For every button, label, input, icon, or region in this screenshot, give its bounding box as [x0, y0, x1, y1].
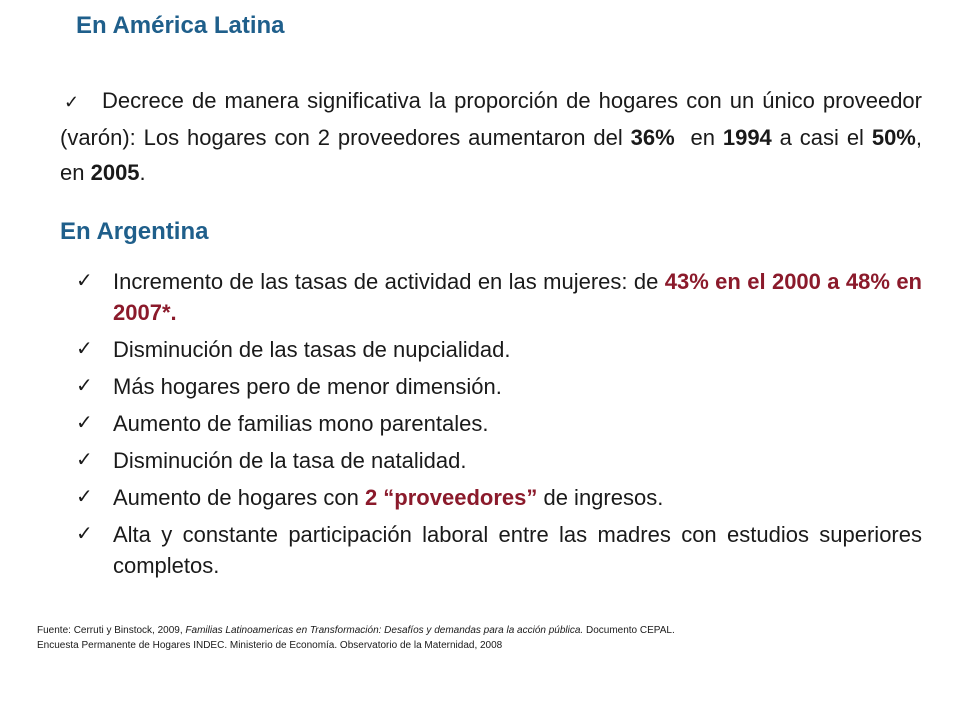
check-icon: ✓: [76, 486, 93, 508]
list-item-text: Aumento de hogares con: [113, 485, 365, 510]
source-suffix: Documento CEPAL.: [583, 625, 675, 636]
argentina-bullet-list: ✓ Incremento de las tasas de actividad en…: [76, 266, 922, 587]
list-item-text: Disminución de las tasas de nupcialidad.: [113, 337, 511, 362]
latam-text-3: a casi el: [771, 125, 872, 150]
list-item: ✓ Aumento de familias mono parentales.: [76, 408, 922, 439]
section-heading-argentina: En Argentina: [60, 218, 209, 245]
list-item-text: Alta y constante participación laboral e…: [113, 522, 922, 578]
list-item: ✓ Aumento de hogares con 2 “proveedores” …: [76, 482, 922, 513]
check-icon: ✓: [76, 270, 93, 292]
list-item: ✓ Incremento de las tasas de actividad en…: [76, 266, 922, 328]
list-item-text-after: de ingresos.: [537, 485, 664, 510]
list-item: ✓ Disminución de la tasa de natalidad.: [76, 445, 922, 476]
latam-bold-36: 36%: [630, 125, 675, 150]
list-item: ✓ Disminución de las tasas de nupcialidad…: [76, 334, 922, 365]
latam-text-5: .: [139, 160, 146, 185]
latin-america-paragraph: ✓ Decrece de manera significativa la prop…: [60, 83, 922, 190]
latam-text-4: , en: [60, 125, 922, 185]
check-icon: ✓: [76, 412, 93, 434]
list-item-text: Más hogares pero de menor dimensión.: [113, 374, 502, 399]
list-item: ✓ Alta y constante participación laboral …: [76, 519, 922, 581]
source-line-2: Encuesta Permanente de Hogares INDEC. Mi…: [37, 640, 503, 651]
source-title: Familias Latinoamericas en Transformació…: [185, 625, 584, 636]
latam-bold-1994: 1994: [722, 125, 772, 150]
check-icon: ✓: [76, 375, 93, 397]
section-heading-latin-america: En América Latina: [76, 12, 285, 39]
latam-bold-2005: 2005: [90, 160, 140, 185]
check-icon: ✓: [76, 523, 93, 545]
list-item: ✓ Más hogares pero de menor dimensión.: [76, 371, 922, 402]
list-item-highlight: 2 “proveedores”: [364, 485, 538, 510]
list-item-highlight: 43% en el 2000 a 48% en 2007*.: [113, 269, 922, 325]
latam-text-1: Decrece de manera significativa la propo…: [60, 88, 922, 150]
latam-text-2: en: [674, 125, 723, 150]
latam-bold-50: 50%: [871, 125, 916, 150]
check-icon: ✓: [76, 338, 93, 360]
list-item-text: Disminución de la tasa de natalidad.: [113, 448, 467, 473]
sources-footnote: Fuente: Cerruti y Binstock, 2009, Famili…: [37, 623, 675, 653]
source-prefix: Fuente: Cerruti y Binstock, 2009,: [37, 625, 186, 636]
list-item-text: Incremento de las tasas de actividad en …: [113, 269, 665, 294]
check-icon: ✓: [64, 92, 80, 112]
check-icon: ✓: [76, 449, 93, 471]
list-item-text: Aumento de familias mono parentales.: [113, 411, 489, 436]
source-line-1: Fuente: Cerruti y Binstock, 2009, Famili…: [37, 623, 675, 638]
